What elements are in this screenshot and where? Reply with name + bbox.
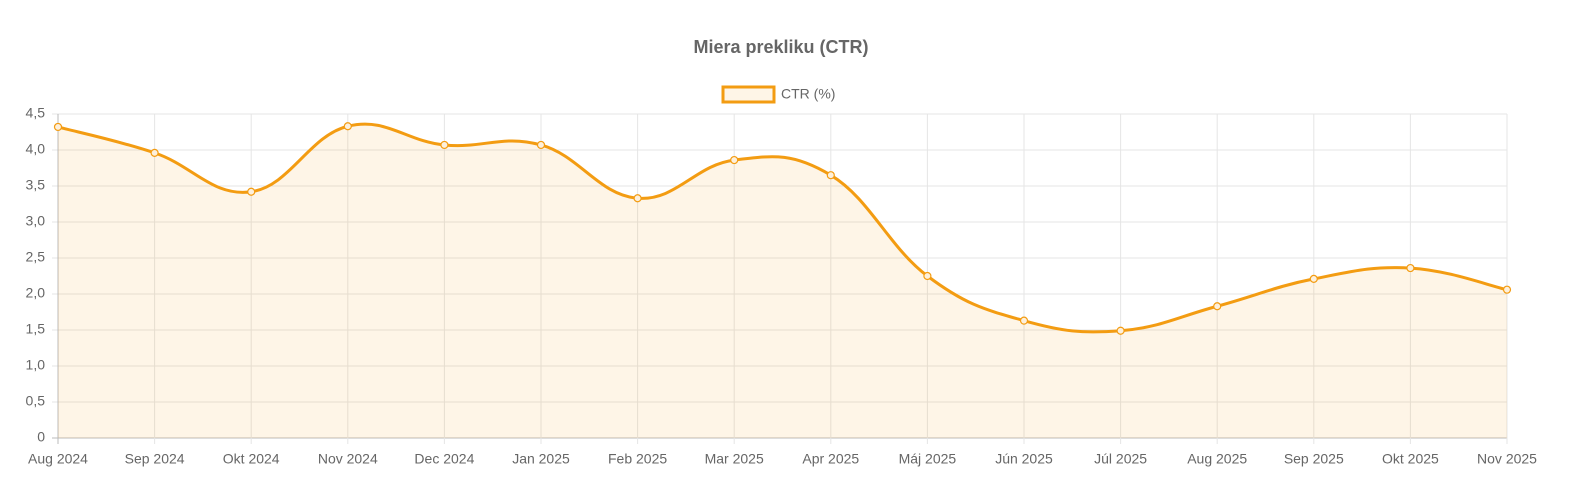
area: [58, 124, 1507, 438]
point: [1116, 326, 1125, 335]
point: [1019, 316, 1029, 325]
point: [1213, 302, 1222, 311]
point: [633, 194, 642, 203]
point: [247, 187, 256, 196]
x-tick-label: Okt 2024: [223, 451, 280, 467]
y-tick-label: 0,5: [26, 393, 46, 409]
x-tick-label: Júl 2025: [1094, 451, 1147, 467]
y-tick-label: 0: [37, 429, 45, 445]
x-tick-label: Aug 2024: [28, 451, 88, 467]
point: [440, 140, 449, 150]
x-tick-label: Jún 2025: [995, 451, 1053, 467]
x-tick-label: Okt 2025: [1382, 451, 1439, 467]
y-tick-label: 4,0: [26, 141, 46, 157]
legend-label: CTR (%): [781, 86, 835, 102]
x-tick-label: Nov 2024: [318, 451, 378, 467]
chart-title: Miera prekliku (CTR): [693, 37, 868, 57]
point: [53, 122, 63, 132]
x-tick-label: Feb 2025: [608, 451, 667, 467]
point: [1406, 263, 1415, 273]
y-tick-label: 3,5: [26, 177, 46, 193]
x-tick-label: Aug 2025: [1187, 451, 1247, 467]
y-tick-label: 4,5: [26, 105, 46, 121]
y-tick-label: 1,5: [26, 321, 46, 337]
x-tick-label: Mar 2025: [705, 451, 764, 467]
point: [826, 171, 835, 180]
x-tick-label: Nov 2025: [1477, 451, 1537, 467]
x-tick-label: Máj 2025: [899, 451, 957, 467]
point: [150, 148, 159, 157]
point: [730, 155, 739, 165]
x-tick-label: Sep 2024: [125, 451, 185, 467]
x-tick-label: Sep 2025: [1284, 451, 1344, 467]
point: [923, 271, 932, 281]
x-tick-label: Apr 2025: [802, 451, 859, 467]
point: [1502, 285, 1512, 294]
legend-swatch: [721, 85, 776, 104]
y-tick-label: 2,0: [26, 285, 46, 301]
y-tick-label: 1,0: [26, 357, 46, 373]
y-tick-label: 2,5: [26, 249, 46, 265]
point: [343, 122, 352, 131]
point: [1309, 274, 1318, 283]
x-tick-label: Jan 2025: [512, 451, 570, 467]
x-tick-label: Dec 2024: [414, 451, 474, 467]
y-tick-label: 3,0: [26, 213, 46, 229]
point: [536, 140, 546, 150]
line: [57, 122, 1508, 334]
